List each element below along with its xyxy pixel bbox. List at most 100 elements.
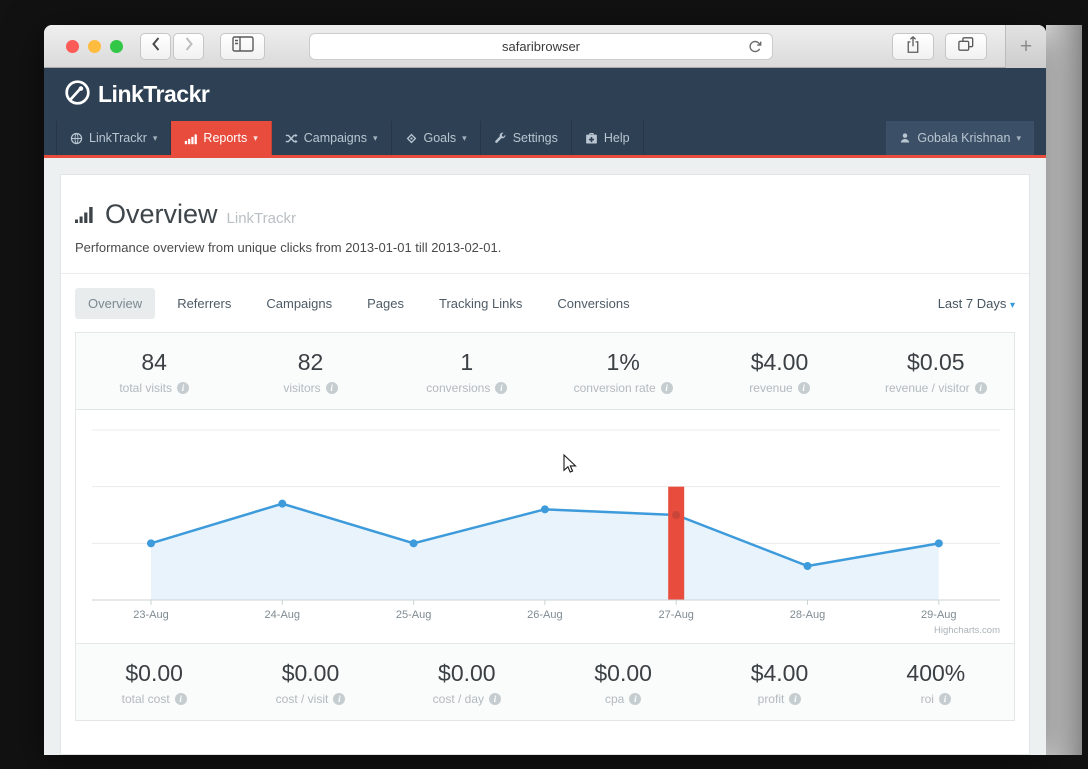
nav-item-goals[interactable]: Goals ▾	[392, 121, 481, 155]
wrench-icon	[494, 132, 507, 145]
date-range-label: Last 7 Days	[937, 296, 1007, 311]
minimize-window-button[interactable]	[88, 40, 101, 53]
nav-label: Campaigns	[303, 131, 367, 145]
caret-down-icon: ▾	[1016, 132, 1021, 143]
page-title: Overview	[105, 199, 218, 229]
caret-down-icon: ▾	[372, 132, 378, 143]
back-button[interactable]	[140, 33, 171, 60]
stat-value: 400%	[906, 660, 966, 686]
show-all-tabs-button[interactable]	[945, 33, 987, 60]
plus-icon: +	[1019, 34, 1033, 58]
tab-tracking-links[interactable]: Tracking Links	[439, 296, 523, 311]
stat-value: 84	[141, 349, 167, 375]
info-icon[interactable]	[495, 382, 508, 394]
info-icon[interactable]	[974, 382, 987, 394]
close-window-button[interactable]	[66, 40, 79, 53]
brand-name: LinkTrackr	[98, 81, 210, 107]
stat-label: cost / day	[432, 692, 484, 706]
stat-label: visitors	[283, 381, 321, 395]
info-icon[interactable]	[333, 693, 346, 705]
nav-item-settings[interactable]: Settings	[481, 121, 572, 155]
window-edge-shadow	[1046, 25, 1082, 755]
stat-visitors: 82 visitors	[232, 349, 388, 395]
svg-text:24-Aug: 24-Aug	[265, 609, 300, 621]
nav-item-campaigns[interactable]: Campaigns ▾	[272, 121, 392, 155]
metrics-panel: 84 total visits 82 visitors 1 conversions 1…	[75, 332, 1015, 721]
stat-conversion-rate: 1% conversion rate	[545, 349, 701, 395]
stat-revenue-per-visitor: $0.05 revenue / visitor	[858, 349, 1014, 395]
globe-icon	[70, 132, 83, 145]
zoom-window-button[interactable]	[110, 40, 123, 53]
svg-text:29-Aug: 29-Aug	[921, 609, 956, 621]
mouse-cursor	[563, 453, 577, 480]
stat-value: $0.00	[281, 660, 340, 686]
nav-item-linktrackr[interactable]: LinkTrackr ▾	[56, 121, 172, 155]
date-range-dropdown[interactable]: Last 7 Days ▾	[938, 296, 1015, 311]
stat-value: $4.00	[750, 349, 809, 375]
stat-value: $0.00	[594, 660, 652, 686]
stats-row-bottom: $0.00 total cost $0.00 cost / visit $0.00 c…	[76, 643, 1014, 720]
tab-referrers[interactable]: Referrers	[177, 296, 232, 311]
tab-conversions[interactable]: Conversions	[557, 296, 630, 311]
stat-cost-per-visit: $0.00 cost / visit	[232, 660, 388, 706]
svg-text:28-Aug: 28-Aug	[790, 609, 825, 621]
reload-icon[interactable]	[747, 39, 763, 58]
stat-conversions: 1 conversions	[389, 349, 545, 395]
info-icon[interactable]	[938, 693, 951, 705]
stat-profit: $4.00 profit	[701, 660, 857, 706]
medkit-icon	[585, 132, 598, 145]
info-icon[interactable]	[325, 382, 338, 394]
svg-text:27-Aug: 27-Aug	[658, 609, 693, 621]
overview-card: Overview LinkTrackr Performance overview…	[60, 174, 1030, 755]
stat-roi: 400% roi	[858, 660, 1014, 706]
stat-label: conversion rate	[573, 381, 656, 395]
browser-titlebar: safaribrowser +	[44, 25, 1046, 68]
share-button[interactable]	[892, 33, 934, 60]
new-tab-button[interactable]: +	[1005, 25, 1046, 68]
nav-item-reports[interactable]: Reports ▾	[171, 121, 272, 155]
forward-button[interactable]	[173, 33, 204, 60]
tab-overview[interactable]: Overview	[75, 288, 156, 319]
info-icon[interactable]	[660, 382, 673, 394]
tab-pages[interactable]: Pages	[367, 296, 405, 311]
caret-down-icon: ▾	[152, 132, 158, 143]
info-icon[interactable]	[177, 382, 189, 394]
stats-row-top: 84 total visits 82 visitors 1 conversions 1…	[76, 333, 1014, 410]
overview-chart-svg[interactable]: 23-Aug 24-Aug 25-Aug 26-Aug 27-Aug 28-Aug 29-A…	[76, 410, 1014, 643]
stat-value: 82	[297, 349, 324, 375]
nav-label: Settings	[512, 131, 558, 145]
info-icon[interactable]	[174, 693, 187, 705]
info-icon[interactable]	[797, 382, 810, 394]
stat-label: cost / visit	[275, 692, 329, 706]
stat-value: $0.05	[907, 349, 965, 375]
tabs-overview-icon	[957, 36, 975, 57]
visits-chart: 23-Aug 24-Aug 25-Aug 26-Aug 27-Aug 28-Aug 29-A…	[76, 410, 1014, 643]
nav-label: Goals	[423, 131, 457, 145]
nav-item-help[interactable]: Help	[572, 121, 644, 155]
stat-value: $4.00	[750, 660, 809, 686]
caret-down-icon: ▾	[253, 132, 258, 143]
caret-down-icon: ▾	[462, 132, 467, 143]
diamond-icon	[405, 132, 418, 145]
stat-cpa: $0.00 cpa	[545, 660, 701, 706]
info-icon[interactable]	[789, 693, 802, 705]
stat-cost-per-day: $0.00 cost / day	[389, 660, 545, 706]
svg-text:23-Aug: 23-Aug	[133, 609, 168, 621]
tab-campaigns[interactable]: Campaigns	[266, 296, 333, 311]
sidebar-toggle-button[interactable]	[220, 33, 265, 60]
safari-window: safaribrowser + LinkTrackr LinkTrackr ▾ …	[44, 25, 1046, 755]
info-icon[interactable]	[489, 693, 501, 705]
stat-label: revenue	[749, 381, 793, 395]
stat-total-cost: $0.00 total cost	[76, 660, 232, 706]
address-bar[interactable]: safaribrowser	[309, 33, 773, 60]
page-content: Overview LinkTrackr Performance overview…	[44, 158, 1046, 755]
bar-chart-icon	[184, 132, 198, 145]
info-icon[interactable]	[629, 693, 642, 705]
report-tabs: Overview Referrers Campaigns Pages Track…	[61, 274, 1029, 332]
traffic-lights	[66, 40, 123, 53]
stat-label: conversions	[426, 381, 491, 395]
nav-item-user-menu[interactable]: Gobala Krishnan ▾	[886, 121, 1034, 155]
stat-label: revenue / visitor	[884, 381, 970, 395]
nav-label: Reports	[203, 131, 248, 145]
caret-down-icon: ▾	[1009, 300, 1015, 311]
